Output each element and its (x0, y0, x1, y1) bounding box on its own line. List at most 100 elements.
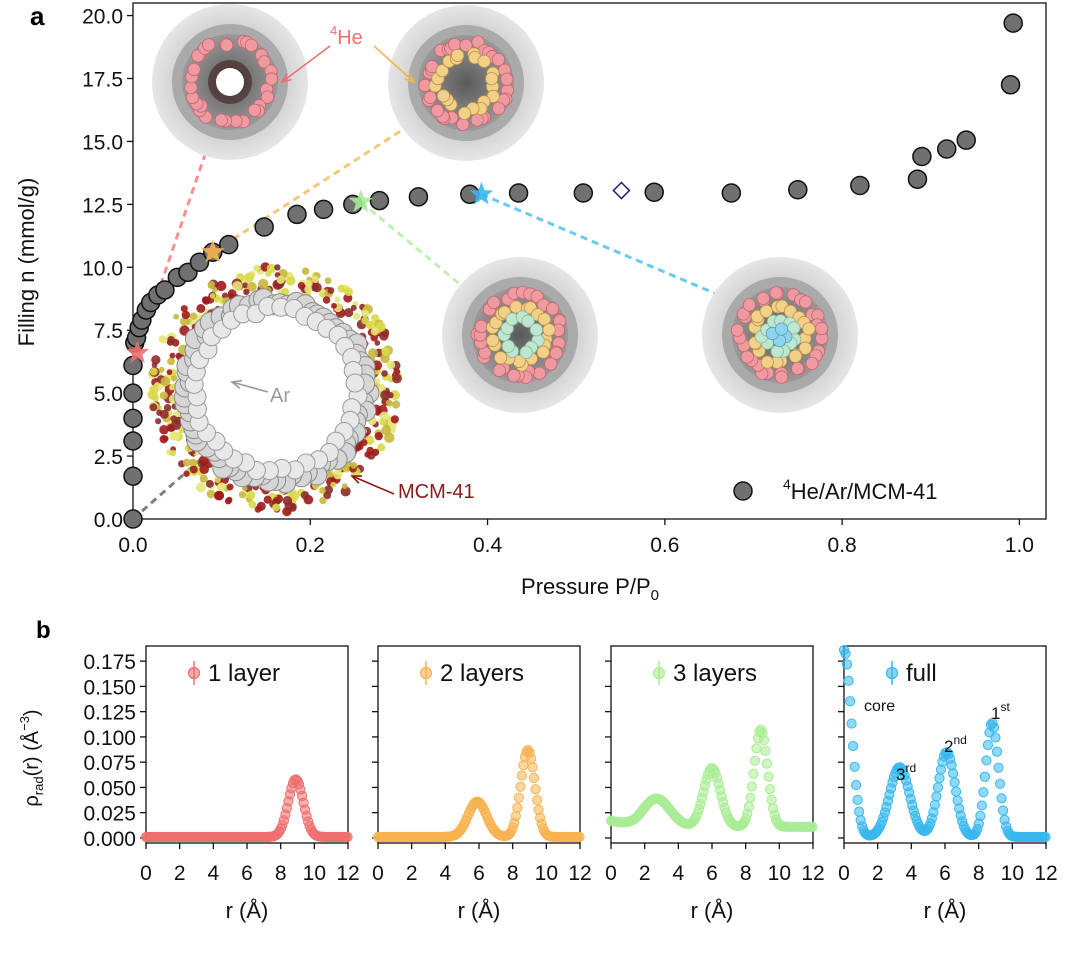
y-tick-label: 0.100 (83, 727, 136, 750)
panel-legend: full (885, 660, 937, 687)
x-tick-label: 0.4 (473, 534, 503, 557)
density-point (993, 762, 1004, 773)
he4-arrow-1 (280, 45, 331, 84)
x-axis-label: r (Å) (458, 898, 501, 923)
density-point (976, 800, 987, 811)
density-point (975, 810, 986, 822)
data-point (788, 180, 808, 200)
peak-label: 3rd (896, 761, 916, 784)
legend-marker (733, 481, 753, 501)
density-point (840, 648, 851, 659)
he4-superscript: 4 (330, 23, 337, 38)
star-marker-icon (469, 181, 494, 205)
data-point (721, 183, 742, 203)
x-tick-label: 0 (372, 862, 384, 885)
density-point (518, 760, 529, 771)
density-point (528, 772, 540, 784)
density-point (512, 802, 523, 813)
density-point (760, 745, 771, 757)
x-tick-label: 2 (406, 862, 418, 885)
density-point (847, 740, 859, 752)
he4-label: 4He (330, 23, 363, 49)
x-tick-label: 2 (872, 862, 884, 885)
y-tick-label: 0.075 (83, 752, 136, 775)
star-marker-icon (348, 189, 373, 212)
x-tick-label: 8 (507, 862, 519, 885)
data-point (936, 139, 957, 159)
x-tick-label: 10 (768, 862, 791, 885)
x-tick-label: 6 (939, 862, 951, 885)
density-point (516, 770, 528, 781)
density-panel-3: 0 2 4 6 8 10 12 r (Å) 3 layers (605, 645, 825, 923)
y-tick-label: 0.125 (83, 702, 136, 725)
y-tick-label: 10.0 (82, 257, 123, 280)
ar-arrow (230, 379, 269, 393)
legend-label: 2 layers (440, 660, 524, 687)
density-point (574, 831, 585, 843)
x-tick-label: 0 (605, 862, 617, 885)
pore-snapshot-3-layers (442, 257, 598, 413)
pore-snapshot-1-layer (152, 4, 308, 160)
data-point (369, 190, 390, 211)
density-point (949, 777, 960, 788)
density-point (764, 784, 776, 795)
x-tick-label: 0 (140, 862, 152, 885)
density-point (991, 746, 1003, 757)
data-point (313, 199, 334, 220)
x-axis-label: r (Å) (924, 898, 967, 923)
x-tick-label: 12 (568, 862, 591, 885)
legend-label: full (906, 660, 937, 687)
legend-text: He/Ar/MCM-41 (791, 479, 938, 504)
y-tick-label: 2.5 (94, 446, 123, 469)
density-point (513, 792, 524, 803)
data-point (1000, 75, 1021, 95)
density-point (934, 773, 945, 784)
y-tick-label: 20.0 (82, 6, 123, 29)
x-axis-label-text: Pressure P/P (521, 574, 651, 599)
density-point (951, 786, 962, 797)
x-tick-label: 2 (174, 862, 186, 885)
peak-label: 2nd (944, 733, 967, 756)
density-point (763, 771, 774, 782)
star-marker-icon (200, 239, 225, 263)
density-profiles: 0 2 4 6 8 10 120.0000.0250.0500.0750.1000.1250… (83, 644, 1058, 923)
y-tick-label: 12.5 (82, 194, 123, 217)
data-point (508, 183, 529, 203)
data-point (408, 187, 429, 207)
density-point (978, 787, 989, 798)
x-tick-label: 6 (241, 862, 253, 885)
density-point (852, 794, 863, 806)
he4-text: He (337, 27, 363, 49)
density-point (841, 659, 853, 670)
density-panel-2: 0 2 4 6 8 10 12 r (Å) 2 layers (372, 645, 592, 923)
data-point (123, 509, 143, 529)
density-point (807, 821, 818, 832)
x-axis-label: Pressure P/P0 (521, 574, 659, 604)
density-point (947, 768, 959, 779)
pore-snapshot-full (702, 257, 858, 413)
y-tick-label: 0.175 (83, 651, 136, 674)
axis-ticks: 0.0 0.2 0.4 0.6 0.8 1.0 0.0 2.5 5.0 7.5 10.0 12.5 15… (82, 6, 1034, 557)
data-point (644, 182, 664, 203)
pore-snapshot-2-layers (388, 5, 544, 161)
mcm41-label: MCM-41 (398, 481, 475, 503)
legend-label: 1 layer (208, 660, 280, 687)
layer3-guide-line (359, 200, 463, 288)
panel-b-label: b (36, 617, 51, 644)
density-point (743, 801, 754, 812)
density-point (761, 758, 773, 769)
density-point (758, 735, 770, 746)
legend-label: 3 layers (673, 660, 757, 687)
density-point (854, 806, 865, 817)
density-point (746, 781, 757, 792)
data-point (218, 234, 239, 255)
panel-legend: 1 layer (187, 660, 280, 687)
x-tick-label: 1.0 (1005, 534, 1034, 557)
data-point (573, 183, 594, 203)
density-point (846, 718, 857, 729)
panel-legend: 3 layers (652, 660, 757, 687)
density-point (745, 792, 756, 803)
y-tick-label: 5.0 (94, 383, 123, 406)
density-point (932, 782, 944, 793)
